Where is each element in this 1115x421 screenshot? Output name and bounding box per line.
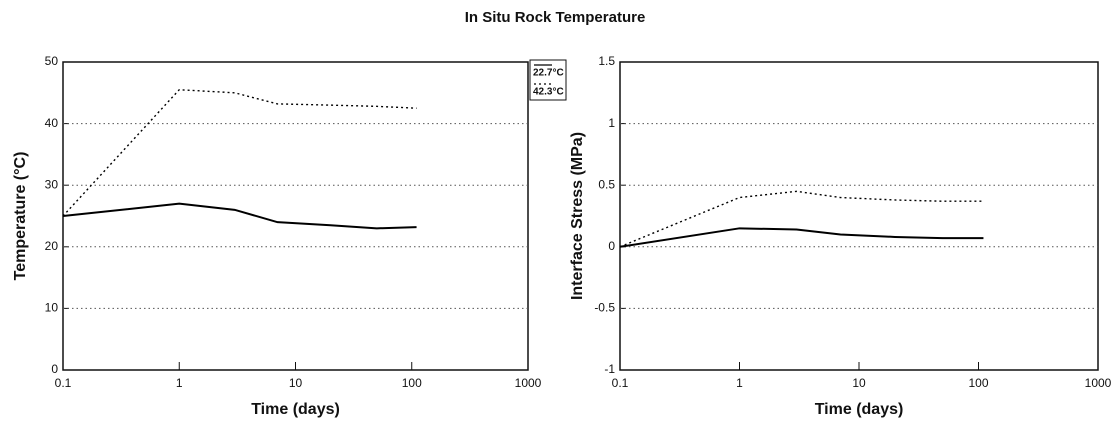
legend-label: 42.3°C: [533, 87, 564, 98]
x-tick-label: 1000: [1085, 376, 1112, 390]
series-line: [619, 227, 984, 248]
y-axis-label: Temperature (°C): [12, 152, 29, 281]
x-tick-label: 0.1: [55, 376, 72, 390]
plot-frame: [619, 61, 1099, 371]
x-tick-label: 10: [852, 376, 866, 390]
series-line: [619, 190, 984, 248]
y-tick-label: 10: [45, 301, 59, 315]
plot-frame: [62, 61, 529, 371]
x-tick-label: 1000: [515, 376, 542, 390]
x-tick-label: 100: [402, 376, 422, 390]
x-tick-label: 0.1: [612, 376, 629, 390]
y-tick-label: 40: [45, 116, 59, 130]
y-tick-label: -0.5: [594, 301, 615, 315]
legend-box: [529, 59, 567, 101]
series-line: [62, 89, 417, 217]
x-tick-label: 1: [176, 376, 183, 390]
y-tick-label: -1: [604, 362, 615, 376]
x-tick-label: 1: [736, 376, 743, 390]
y-axis-label: Interface Stress (MPa): [569, 132, 586, 300]
y-tick-label: 0: [51, 362, 58, 376]
y-tick-label: 0: [608, 239, 615, 253]
y-tick-label: 1: [608, 116, 615, 130]
series-line: [62, 202, 417, 230]
y-tick-label: 30: [45, 177, 59, 191]
figure-title: In Situ Rock Temperature: [465, 9, 646, 26]
x-tick-label: 10: [289, 376, 303, 390]
x-axis-label: Time (days): [815, 401, 904, 418]
y-tick-label: 20: [45, 239, 59, 253]
legend-label: 22.7°C: [533, 68, 564, 79]
x-tick-label: 100: [968, 376, 988, 390]
y-tick-label: 1.5: [598, 54, 615, 68]
x-axis-label: Time (days): [251, 401, 340, 418]
y-tick-label: 50: [45, 54, 59, 68]
y-tick-label: 0.5: [598, 177, 615, 191]
